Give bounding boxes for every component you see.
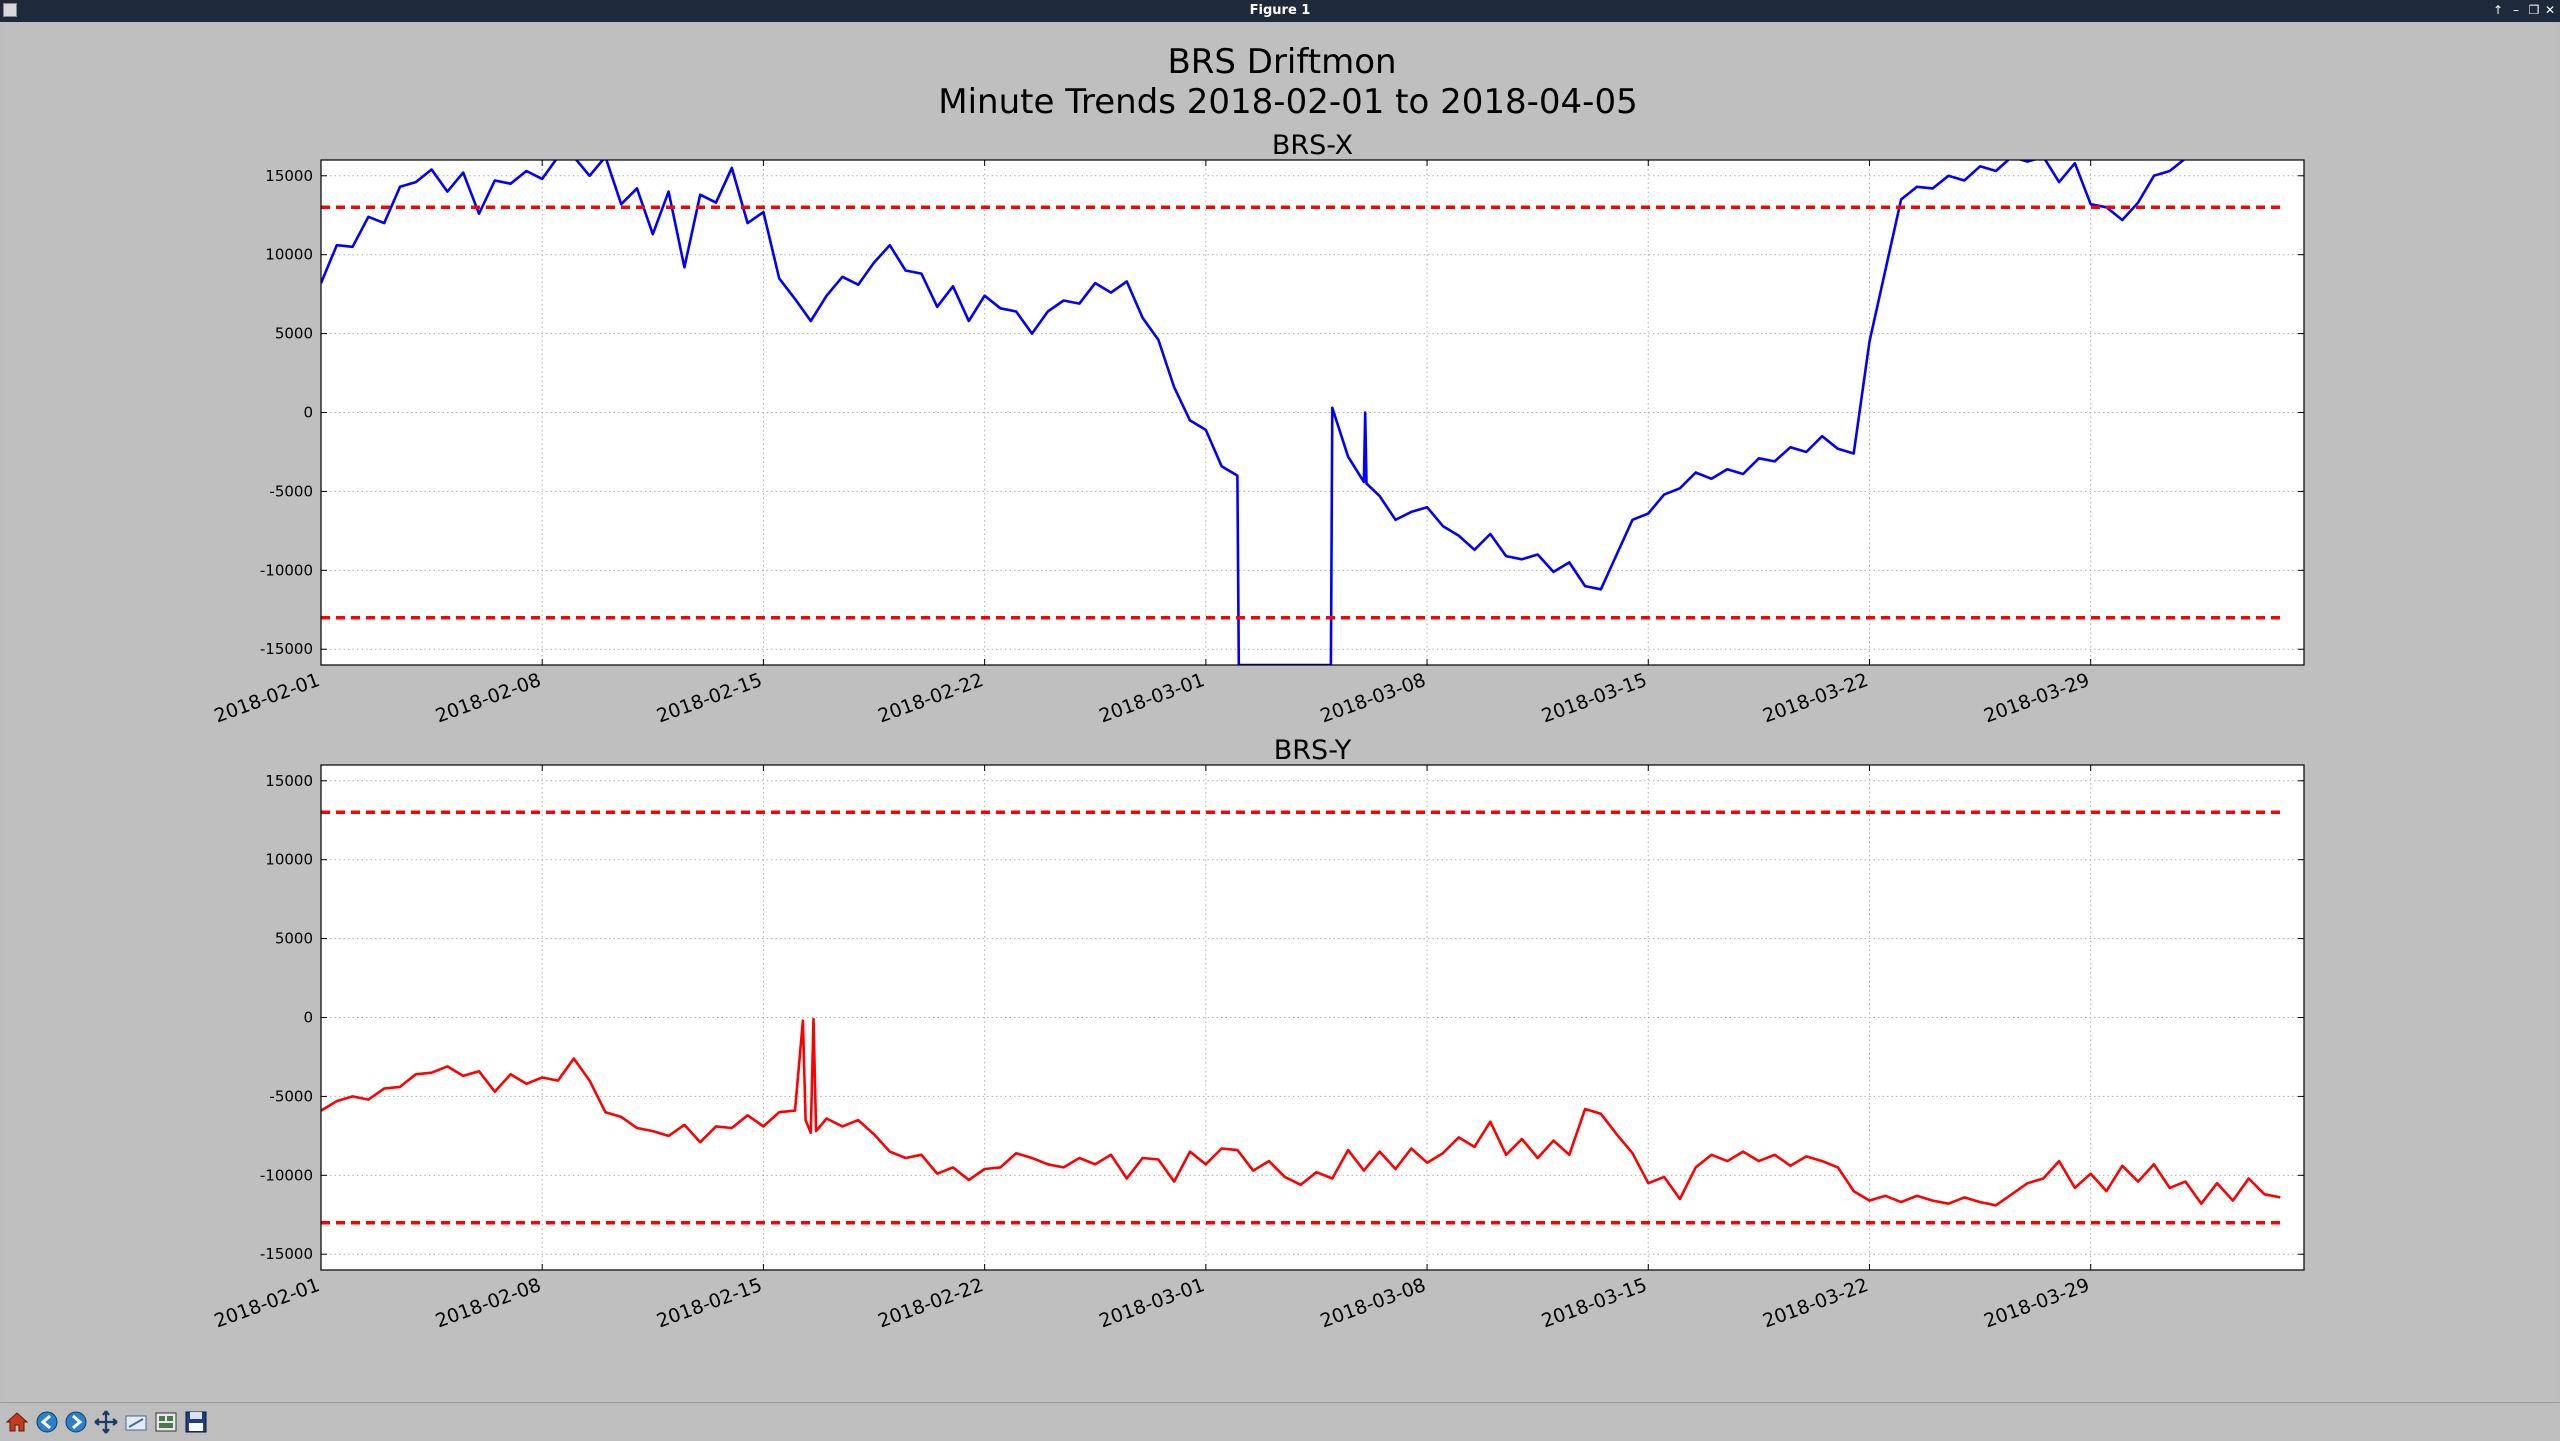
configure-subplots-icon[interactable] xyxy=(153,1409,179,1435)
y-tick-label: -15000 xyxy=(260,1245,313,1263)
window-titlebar: Figure 1 ↑ – ❐ ✕ xyxy=(0,0,2560,22)
app-icon xyxy=(3,3,17,17)
y-tick-label: -15000 xyxy=(260,640,313,658)
window-title: Figure 1 xyxy=(1249,3,1311,18)
figure-title-line1: BRS Driftmon xyxy=(1167,42,1396,82)
series-group xyxy=(321,810,2281,1225)
y-tick-label: 10000 xyxy=(265,851,313,869)
y-tick-label: -5000 xyxy=(269,1087,313,1105)
back-icon[interactable] xyxy=(34,1409,60,1435)
navigation-toolbar xyxy=(0,1402,2560,1441)
axes-frame xyxy=(320,159,2305,666)
home-icon[interactable] xyxy=(4,1409,30,1435)
series-line xyxy=(321,1017,2281,1207)
axes-frame xyxy=(320,764,2305,1271)
y-tick-label: 5000 xyxy=(275,930,313,948)
figure-title-line2: Minute Trends 2018-02-01 to 2018-04-05 xyxy=(938,82,1637,122)
y-tick-label: 15000 xyxy=(265,772,313,790)
axes-title: BRS-X xyxy=(1272,130,1353,161)
maximize-icon[interactable]: ❐ xyxy=(2528,3,2540,17)
brs-x-axes: -15000-10000-50000500010000150002018-02-… xyxy=(211,130,2305,727)
brs-y-axes: -15000-10000-50000500010000150002018-02-… xyxy=(211,735,2305,1332)
y-tick-label: -10000 xyxy=(260,1166,313,1184)
minimize-icon[interactable]: – xyxy=(2513,3,2519,17)
axes-title: BRS-Y xyxy=(1274,735,1352,766)
y-tick-label: 5000 xyxy=(275,325,313,343)
y-tick-label: -5000 xyxy=(269,482,313,500)
y-tick-label: 15000 xyxy=(265,167,313,185)
series-group xyxy=(321,160,2281,665)
series-line xyxy=(321,160,2186,665)
save-icon[interactable] xyxy=(183,1409,209,1435)
zoom-icon[interactable] xyxy=(123,1409,149,1435)
pan-icon[interactable] xyxy=(93,1409,119,1435)
y-tick-label: 0 xyxy=(303,1009,313,1027)
y-tick-label: 10000 xyxy=(265,246,313,264)
figure-canvas: BRS Driftmon Minute Trends 2018-02-01 to… xyxy=(3,22,2557,1402)
keep-above-icon[interactable]: ↑ xyxy=(2492,3,2504,17)
y-tick-label: 0 xyxy=(303,404,313,422)
close-icon[interactable]: ✕ xyxy=(2544,3,2556,17)
y-tick-label: -10000 xyxy=(260,561,313,579)
forward-icon[interactable] xyxy=(63,1409,89,1435)
